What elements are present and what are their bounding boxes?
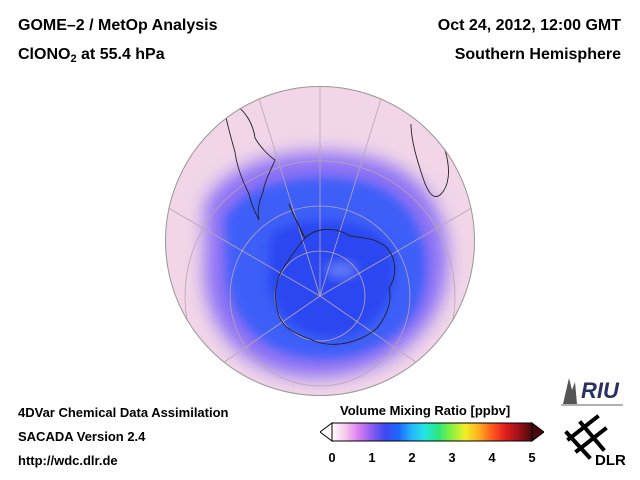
riu-logo: RIU xyxy=(561,378,623,406)
colorbar-title: Volume Mixing Ratio [ppbv] xyxy=(340,403,511,418)
south-america-coast xyxy=(224,103,276,221)
colorbar-gradient xyxy=(331,422,533,442)
species-subscript: 2 xyxy=(70,53,77,65)
species-name: ClONO xyxy=(18,46,71,63)
antarctic-peninsula-coast xyxy=(288,203,306,239)
footer-url[interactable]: http://wdc.dlr.de xyxy=(18,453,118,468)
colorbar-tick-label: 2 xyxy=(408,450,416,465)
map-title: GOME–2 / MetOp Analysis xyxy=(18,17,218,34)
globe-outline xyxy=(165,86,475,396)
ozone-field xyxy=(165,86,475,396)
globe-map xyxy=(165,86,475,396)
dlr-logo-mark xyxy=(564,414,608,460)
riu-logo-text: RIU xyxy=(581,378,620,403)
colorbar-tick-label: 1 xyxy=(368,450,376,465)
colorbar-tick-label: 3 xyxy=(448,450,456,465)
footer-version: SACADA Version 2.4 xyxy=(18,429,146,444)
colorbar-low-arrow xyxy=(320,422,333,442)
species-and-level-title: ClONO2 at 55.4 hPa xyxy=(18,46,165,65)
colorbar-tick-label: 5 xyxy=(528,450,536,465)
dlr-logo-text: DLR xyxy=(595,452,626,469)
footer-system: 4DVar Chemical Data Assimilation xyxy=(18,405,229,420)
riu-logo-mark xyxy=(563,378,577,404)
dlr-logo: DLR xyxy=(564,414,626,469)
colorbar xyxy=(320,422,544,442)
colorbar-tick-label: 0 xyxy=(328,450,336,465)
minimum-patch xyxy=(325,261,357,279)
australia-coast xyxy=(430,378,474,387)
pressure-level: at 55.4 hPa xyxy=(76,46,165,63)
colorbar-tick-label: 4 xyxy=(488,450,496,465)
colorbar-high-arrow xyxy=(531,422,544,442)
analysis-date: Oct 24, 2012, 12:00 GMT xyxy=(437,17,621,34)
hemisphere-label: Southern Hemisphere xyxy=(454,46,621,63)
